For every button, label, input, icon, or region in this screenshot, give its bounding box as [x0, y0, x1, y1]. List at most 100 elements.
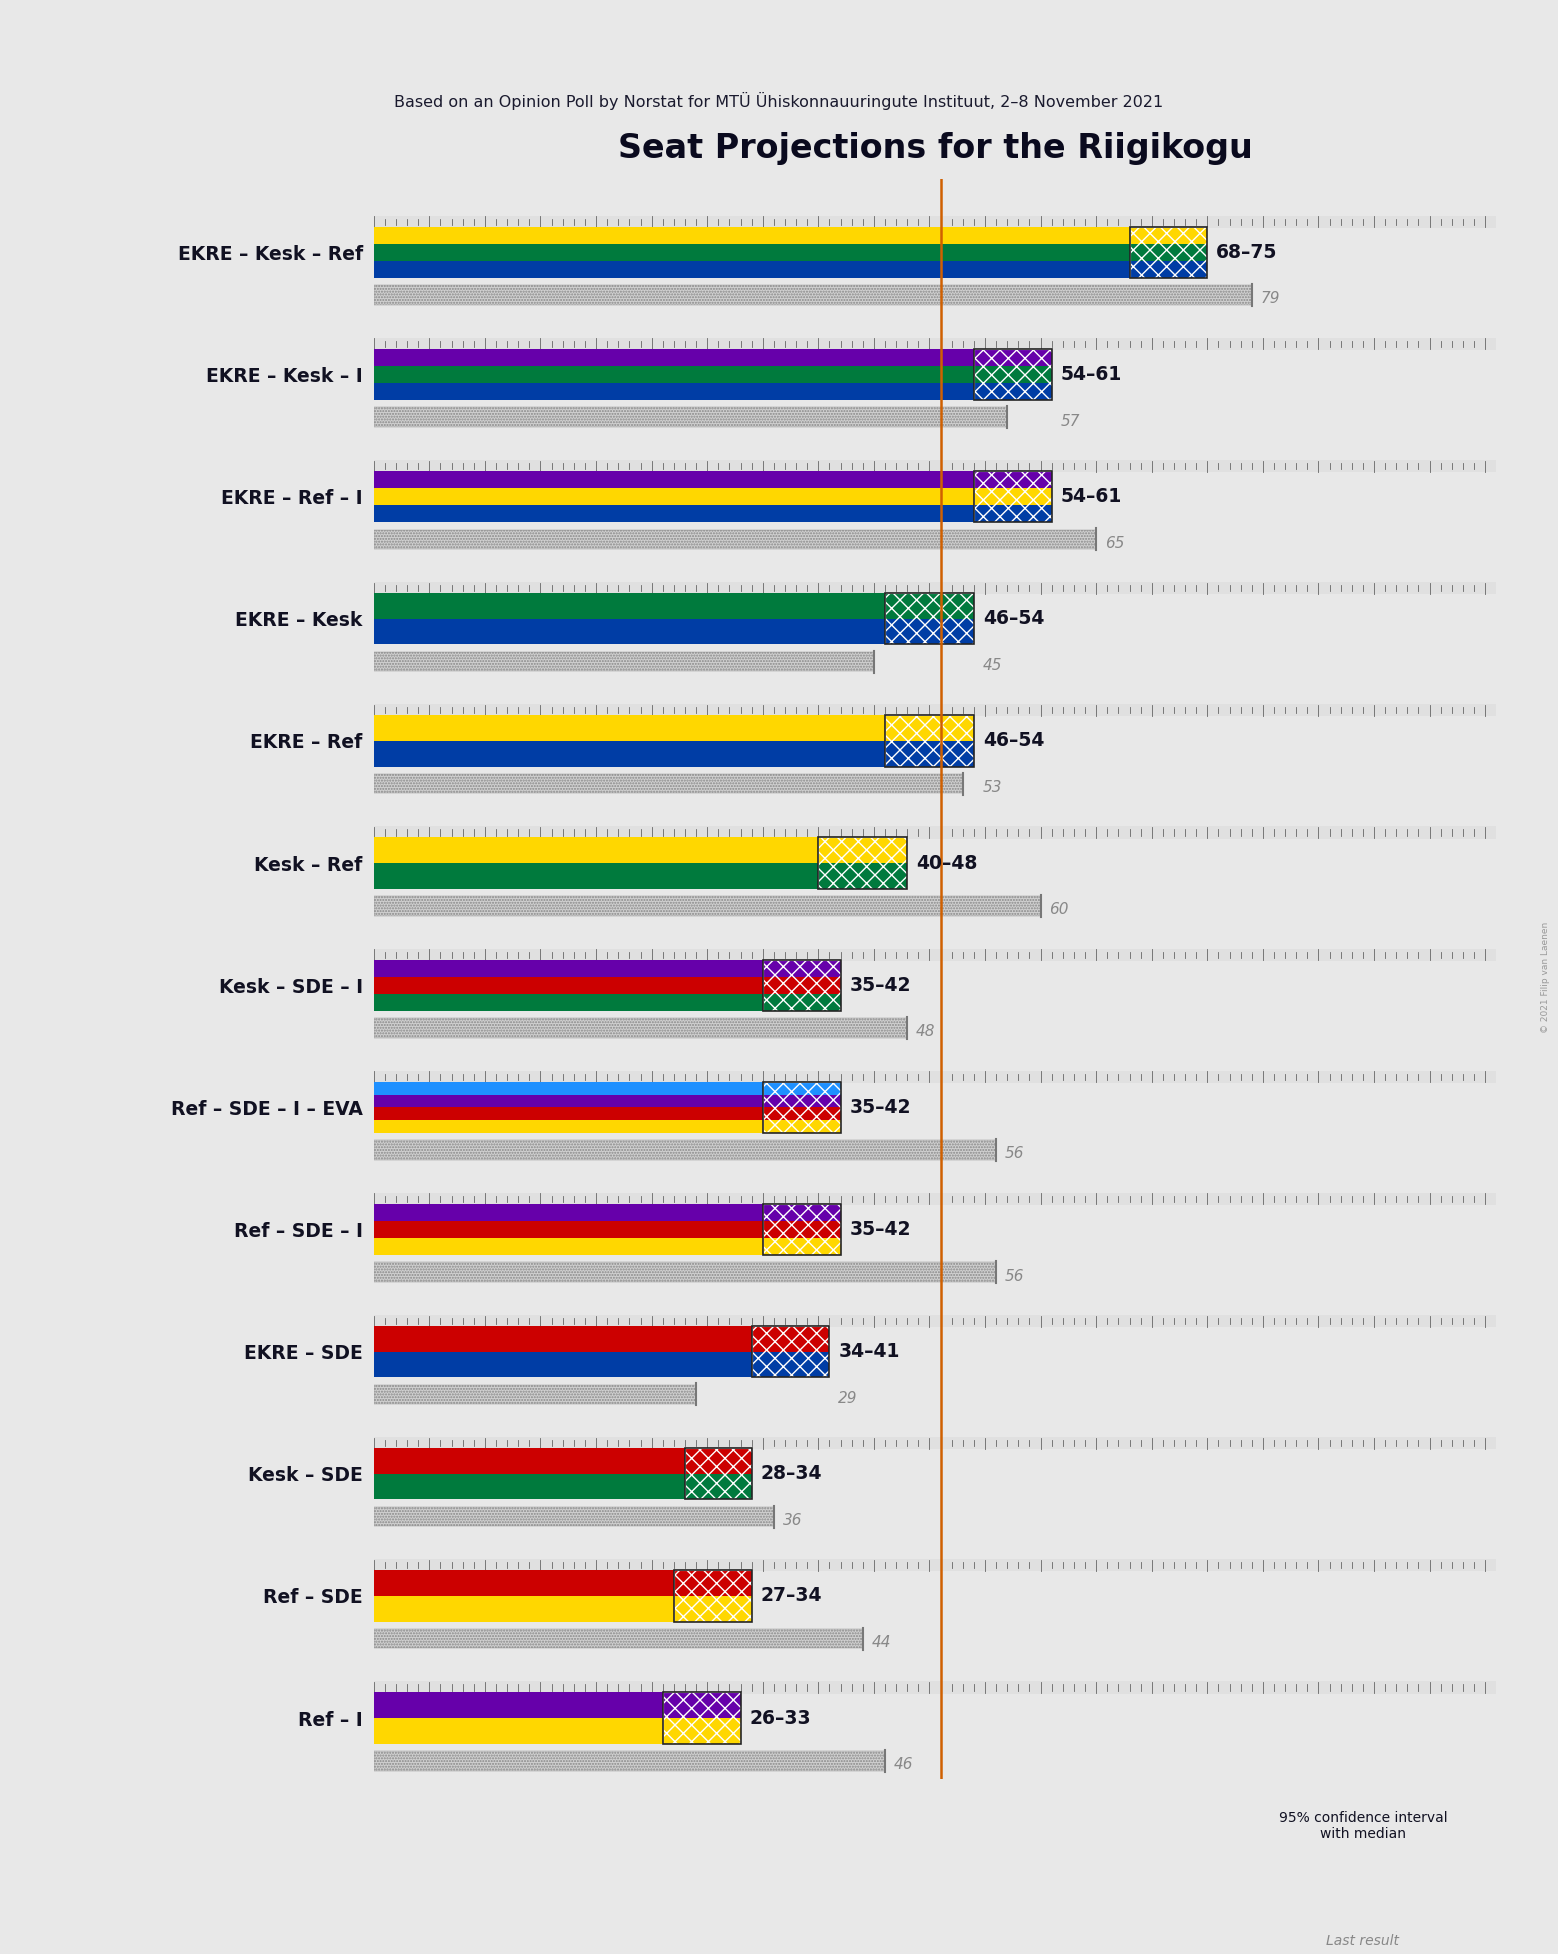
Bar [374, 827, 1496, 838]
Bar [763, 959, 841, 1010]
Text: 40–48: 40–48 [916, 854, 977, 873]
Bar [974, 350, 1052, 365]
Bar [374, 1507, 774, 1526]
Bar [763, 1204, 841, 1221]
Bar [374, 594, 885, 619]
Bar [1274, 1860, 1363, 1895]
Text: 29: 29 [838, 1391, 858, 1405]
Bar [374, 1262, 996, 1282]
Bar [763, 1083, 841, 1133]
Bar [374, 1071, 1496, 1083]
Bar [374, 215, 1496, 229]
Bar [763, 995, 841, 1010]
Bar [751, 1327, 829, 1378]
Bar [974, 365, 1052, 383]
Bar [974, 350, 1052, 401]
Bar [374, 995, 763, 1010]
Bar [374, 383, 974, 401]
Bar [374, 1436, 1496, 1450]
Bar [763, 1221, 841, 1239]
Bar [374, 1751, 885, 1770]
Text: 48: 48 [916, 1024, 936, 1040]
Bar [686, 1473, 751, 1499]
Text: 60: 60 [1050, 903, 1069, 916]
Bar [885, 715, 974, 741]
Bar [374, 1204, 763, 1221]
Bar [374, 1120, 763, 1133]
Bar [763, 959, 841, 1010]
Text: 27–34: 27–34 [760, 1587, 823, 1606]
Bar [374, 977, 763, 995]
Bar [675, 1596, 751, 1622]
Bar [374, 897, 1041, 916]
Bar [374, 703, 1496, 717]
Bar [1274, 1909, 1454, 1929]
Bar [374, 1751, 885, 1770]
Bar [374, 408, 1008, 428]
Bar [675, 1571, 751, 1622]
Bar [662, 1692, 740, 1718]
Bar [374, 338, 1496, 350]
Bar [974, 488, 1052, 506]
Bar [374, 1239, 763, 1254]
Text: 54–61: 54–61 [1061, 487, 1122, 506]
Text: 53: 53 [983, 780, 1002, 795]
Text: Based on an Opinion Poll by Norstat for MTÜ Ühiskonnauuringute Instituut, 2–8 No: Based on an Opinion Poll by Norstat for … [394, 92, 1164, 111]
Bar [675, 1571, 751, 1596]
Bar [763, 1108, 841, 1120]
Bar [1130, 227, 1207, 277]
Bar [374, 1507, 774, 1526]
Bar [374, 1083, 763, 1094]
Text: Last result: Last result [1326, 1934, 1399, 1948]
Bar [374, 471, 974, 488]
Bar [763, 1204, 841, 1254]
Bar [751, 1327, 829, 1378]
Bar [374, 864, 818, 889]
Bar [374, 1018, 907, 1038]
Bar [374, 285, 1251, 305]
Bar [662, 1718, 740, 1743]
Bar [374, 1262, 996, 1282]
Bar [974, 506, 1052, 522]
Bar [974, 350, 1052, 401]
Bar [374, 715, 885, 741]
Bar [885, 594, 974, 645]
Bar [885, 715, 974, 766]
Bar [374, 1596, 675, 1622]
Bar [1130, 227, 1207, 244]
Bar [763, 1083, 841, 1133]
Bar [374, 1385, 696, 1405]
Text: 36: 36 [782, 1512, 802, 1528]
Bar [1274, 1909, 1454, 1929]
Text: 35–42: 35–42 [849, 975, 911, 995]
Text: 56: 56 [1005, 1147, 1025, 1161]
Bar [374, 897, 1041, 916]
Bar [374, 1718, 662, 1743]
Text: 45: 45 [983, 658, 1002, 672]
Bar [374, 774, 963, 793]
Bar [374, 408, 1008, 428]
Text: 56: 56 [1005, 1268, 1025, 1284]
Bar [374, 653, 874, 672]
Bar [374, 1221, 763, 1239]
Bar [374, 506, 974, 522]
Bar [374, 488, 974, 506]
Bar [374, 582, 1496, 594]
Text: 57: 57 [1061, 414, 1080, 428]
Bar [374, 1448, 686, 1473]
Bar [974, 471, 1052, 522]
Bar [374, 1315, 1496, 1327]
Text: 54–61: 54–61 [1061, 365, 1122, 385]
Bar [374, 774, 963, 793]
Text: 44: 44 [871, 1635, 891, 1649]
Bar [374, 948, 1496, 961]
Bar [374, 530, 1097, 549]
Bar [374, 1108, 763, 1120]
Bar [686, 1448, 751, 1473]
Bar [374, 1094, 763, 1108]
Bar [374, 1141, 996, 1161]
Bar [374, 365, 974, 383]
Bar [374, 1692, 662, 1718]
Bar [763, 1094, 841, 1108]
Bar [763, 1204, 841, 1254]
